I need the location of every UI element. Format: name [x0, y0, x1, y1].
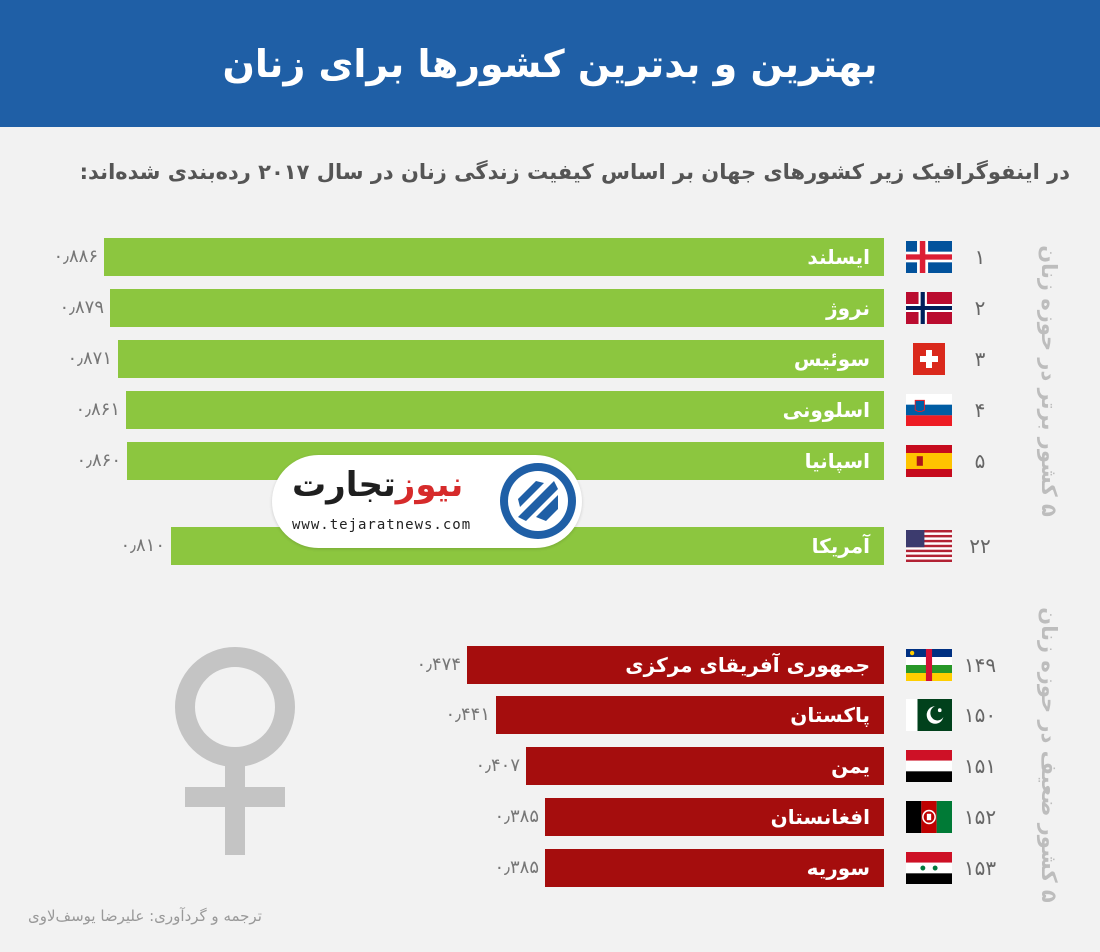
rank-number: ۱۵۳	[963, 856, 997, 880]
value-label: ۰٫۸۷۱	[67, 348, 112, 369]
rank-number: ۱۵۲	[963, 805, 997, 829]
logo-name-part2: نیوز	[395, 465, 464, 505]
rank-number: ۲	[974, 296, 986, 320]
usa-flag	[906, 530, 952, 562]
bar: یمن	[526, 747, 884, 785]
norway-flag	[906, 292, 952, 324]
syria-flag	[906, 852, 952, 884]
country-label: آمریکا	[811, 534, 870, 558]
bar: نروژ	[110, 289, 884, 327]
value-label: ۰٫۴۰۷	[475, 755, 520, 776]
value-label: ۰٫۳۸۵	[494, 806, 539, 827]
header-banner: بهترین و بدترین کشورها برای زنان	[0, 0, 1100, 127]
country-label: اسپانیا	[804, 449, 870, 473]
bar: افغانستان	[545, 798, 884, 836]
value-label: ۰٫۸۷۹	[59, 297, 104, 318]
pakistan-flag	[906, 699, 952, 731]
bar: اسلوونی	[126, 391, 884, 429]
value-label: ۰٫۴۴۱	[445, 704, 490, 725]
subtitle: در اینفوگرافیک زیر کشورهای جهان بر اساس …	[79, 160, 1070, 184]
country-label: ایسلند	[807, 245, 870, 269]
car-flag	[906, 649, 952, 681]
bar-row: جمهوری آفریقای مرکزی ۰٫۴۷۴ ۱۴۹	[0, 646, 1100, 684]
bar-row: نروژ ۰٫۸۷۹ ۲	[0, 289, 1100, 327]
rank-number: ۱	[974, 245, 986, 269]
value-label: ۰٫۳۸۵	[494, 857, 539, 878]
logo-url: www.tejaratnews.com	[292, 517, 472, 533]
value-label: ۰٫۸۱۰	[120, 535, 165, 556]
country-label: اسلوونی	[782, 398, 870, 422]
bar: سوئیس	[118, 340, 884, 378]
country-label: افغانستان	[770, 805, 870, 829]
rank-number: ۱۴۹	[963, 653, 997, 677]
value-label: ۰٫۴۷۴	[416, 654, 461, 675]
tejaratnews-logo: نیوزتجارت www.tejaratnews.com	[272, 455, 582, 548]
credit-text: ترجمه و گردآوری: علیرضا یوسف‌لاوی	[28, 907, 262, 925]
logo-emblem-icon	[500, 463, 576, 539]
page-title: بهترین و بدترین کشورها برای زنان	[222, 41, 878, 86]
country-label: یمن	[831, 754, 870, 778]
bar-row: ایسلند ۰٫۸۸۶ ۱	[0, 238, 1100, 276]
bar-row: سوریه ۰٫۳۸۵ ۱۵۳	[0, 849, 1100, 887]
rank-number: ۴	[974, 398, 986, 422]
switzerland-flag	[906, 343, 952, 375]
country-label: پاکستان	[790, 703, 870, 727]
value-label: ۰٫۸۸۶	[53, 246, 98, 267]
country-label: سوریه	[806, 856, 870, 880]
country-label: جمهوری آفریقای مرکزی	[625, 653, 870, 677]
bar: ایسلند	[104, 238, 884, 276]
bar: جمهوری آفریقای مرکزی	[467, 646, 884, 684]
bar-row: پاکستان ۰٫۴۴۱ ۱۵۰	[0, 696, 1100, 734]
afghanistan-flag	[906, 801, 952, 833]
value-label: ۰٫۸۶۱	[75, 399, 120, 420]
rank-number: ۵	[974, 449, 986, 473]
bar-row: سوئیس ۰٫۸۷۱ ۳	[0, 340, 1100, 378]
spain-flag	[906, 445, 952, 477]
rank-number: ۲۲	[969, 534, 991, 558]
bar: سوریه	[545, 849, 884, 887]
rank-number: ۱۵۱	[963, 754, 997, 778]
yemen-flag	[906, 750, 952, 782]
rank-number: ۳	[974, 347, 986, 371]
country-label: نروژ	[826, 296, 870, 320]
venus-symbol-icon	[175, 647, 295, 855]
iceland-flag	[906, 241, 952, 273]
rank-number: ۱۵۰	[963, 703, 997, 727]
bar-row: اسلوونی ۰٫۸۶۱ ۴	[0, 391, 1100, 429]
slovenia-flag	[906, 394, 952, 426]
logo-name-part1: تجارت	[292, 465, 396, 505]
logo-wordmark: نیوزتجارت	[292, 465, 463, 505]
bar-row: یمن ۰٫۴۰۷ ۱۵۱	[0, 747, 1100, 785]
bar: پاکستان	[496, 696, 884, 734]
value-label: ۰٫۸۶۰	[76, 450, 121, 471]
bar-row: افغانستان ۰٫۳۸۵ ۱۵۲	[0, 798, 1100, 836]
country-label: سوئیس	[793, 347, 870, 371]
